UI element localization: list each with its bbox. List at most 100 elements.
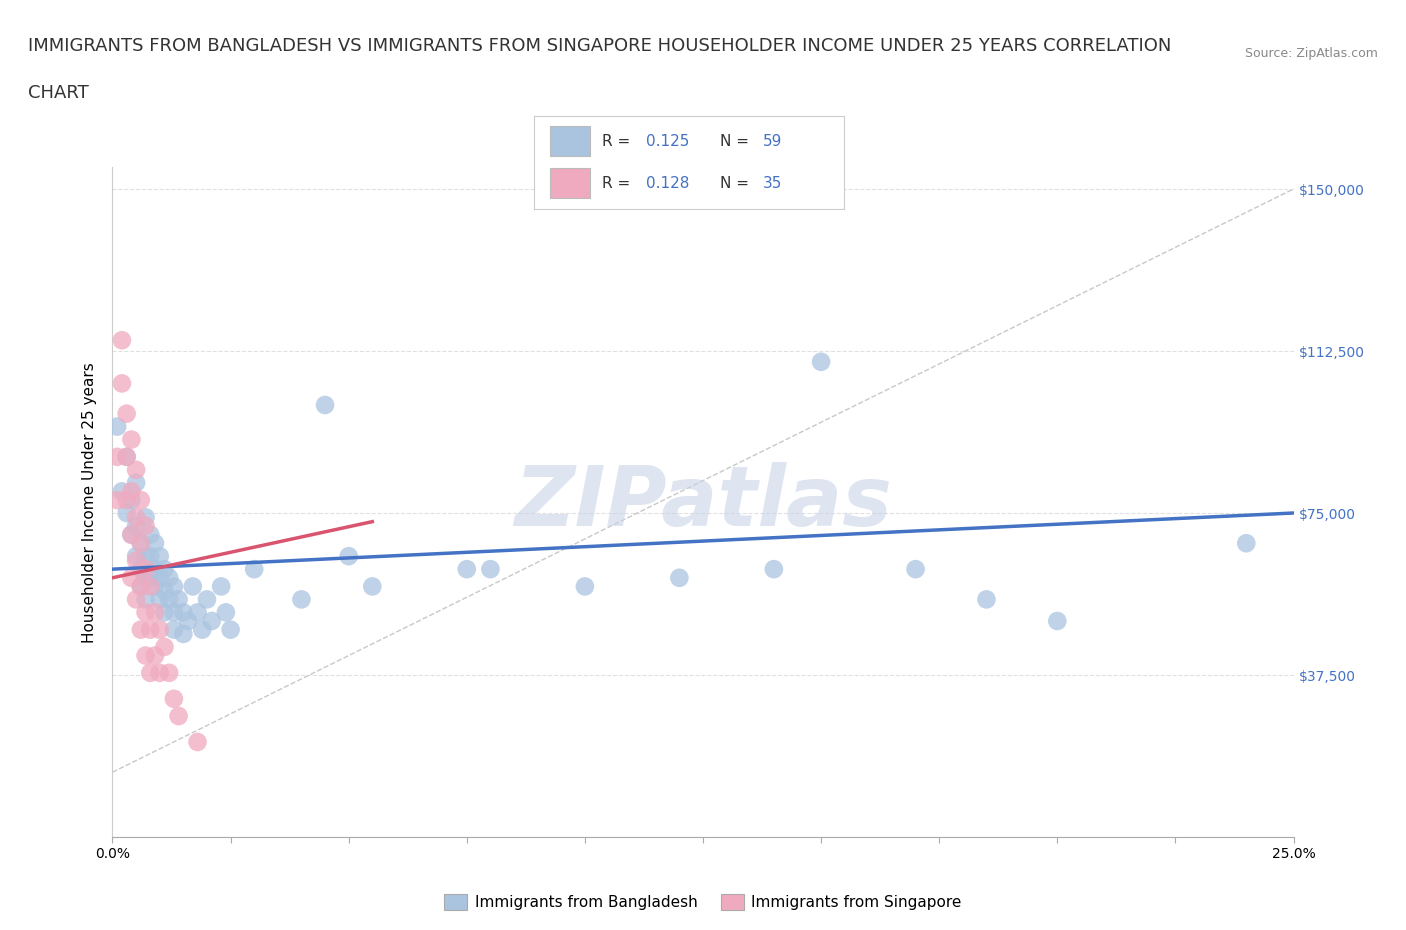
Point (129, 622, 152, 637)
Point (153, 562, 176, 577)
Point (163, 691, 186, 706)
Point (111, 333, 134, 348)
Point (157, 592, 180, 607)
Point (153, 640, 176, 655)
Point (153, 583, 176, 598)
Point (215, 604, 238, 619)
Point (129, 536, 152, 551)
Point (191, 622, 214, 637)
Point (129, 579, 152, 594)
Text: Source: ZipAtlas.com: Source: ZipAtlas.com (1244, 46, 1378, 60)
Point (149, 665, 172, 680)
Point (135, 648, 157, 663)
Point (904, 562, 927, 577)
Point (186, 735, 208, 750)
Point (149, 549, 172, 564)
Point (172, 627, 194, 642)
Point (337, 549, 360, 564)
Point (120, 570, 142, 585)
Point (139, 665, 162, 680)
Text: 0.128: 0.128 (645, 176, 689, 191)
Point (195, 592, 218, 607)
Point (135, 562, 157, 577)
Point (120, 432, 142, 447)
Point (1046, 614, 1069, 629)
Point (143, 604, 166, 619)
Point (479, 562, 502, 577)
Text: N =: N = (720, 134, 754, 149)
Text: 0.125: 0.125 (645, 134, 689, 149)
Point (105, 493, 128, 508)
Text: 35: 35 (763, 176, 783, 191)
Text: IMMIGRANTS FROM BANGLADESH VS IMMIGRANTS FROM SINGAPORE HOUSEHOLDER INCOME UNDER: IMMIGRANTS FROM BANGLADESH VS IMMIGRANTS… (28, 37, 1171, 55)
Point (976, 592, 998, 607)
Point (105, 449, 128, 464)
Point (181, 579, 204, 594)
Point (125, 462, 148, 477)
Text: R =: R = (602, 134, 636, 149)
Point (143, 536, 166, 551)
Point (243, 562, 266, 577)
Point (762, 562, 785, 577)
Point (139, 527, 162, 542)
Point (810, 354, 832, 369)
Point (209, 579, 232, 594)
Point (1234, 536, 1257, 551)
Point (139, 549, 162, 564)
Point (135, 519, 157, 534)
Point (290, 592, 312, 607)
Point (574, 579, 596, 594)
Point (125, 475, 148, 490)
Point (219, 622, 242, 637)
Point (314, 397, 336, 412)
Point (143, 579, 166, 594)
Point (115, 449, 138, 464)
FancyBboxPatch shape (550, 126, 591, 156)
Point (115, 406, 138, 421)
Point (129, 493, 152, 508)
Point (120, 484, 142, 498)
Point (120, 527, 142, 542)
Point (129, 536, 152, 551)
Point (186, 604, 208, 619)
Point (135, 549, 157, 564)
Point (157, 570, 180, 585)
Text: CHART: CHART (28, 84, 89, 101)
Point (105, 419, 128, 434)
Point (125, 510, 148, 525)
Point (115, 493, 138, 508)
Point (139, 570, 162, 585)
Point (668, 570, 690, 585)
Point (111, 376, 134, 391)
Point (361, 579, 384, 594)
Point (163, 579, 186, 594)
Point (129, 562, 152, 577)
Point (125, 519, 148, 534)
Point (163, 604, 186, 619)
Point (139, 579, 162, 594)
Point (135, 570, 157, 585)
Point (129, 579, 152, 594)
Point (125, 592, 148, 607)
Text: N =: N = (720, 176, 754, 191)
Point (143, 648, 166, 663)
Text: 59: 59 (763, 134, 783, 149)
Point (167, 709, 190, 724)
Point (149, 570, 172, 585)
Point (125, 549, 148, 564)
Point (163, 622, 186, 637)
Point (201, 614, 224, 629)
Point (157, 665, 180, 680)
Point (149, 622, 172, 637)
Point (111, 484, 134, 498)
Point (135, 510, 157, 525)
Point (115, 506, 138, 521)
Point (125, 553, 148, 568)
Text: R =: R = (602, 176, 636, 191)
Point (120, 493, 142, 508)
Point (120, 527, 142, 542)
Point (135, 604, 157, 619)
Text: ZIPatlas: ZIPatlas (515, 461, 891, 543)
Legend: Immigrants from Bangladesh, Immigrants from Singapore: Immigrants from Bangladesh, Immigrants f… (439, 888, 967, 916)
Point (115, 449, 138, 464)
